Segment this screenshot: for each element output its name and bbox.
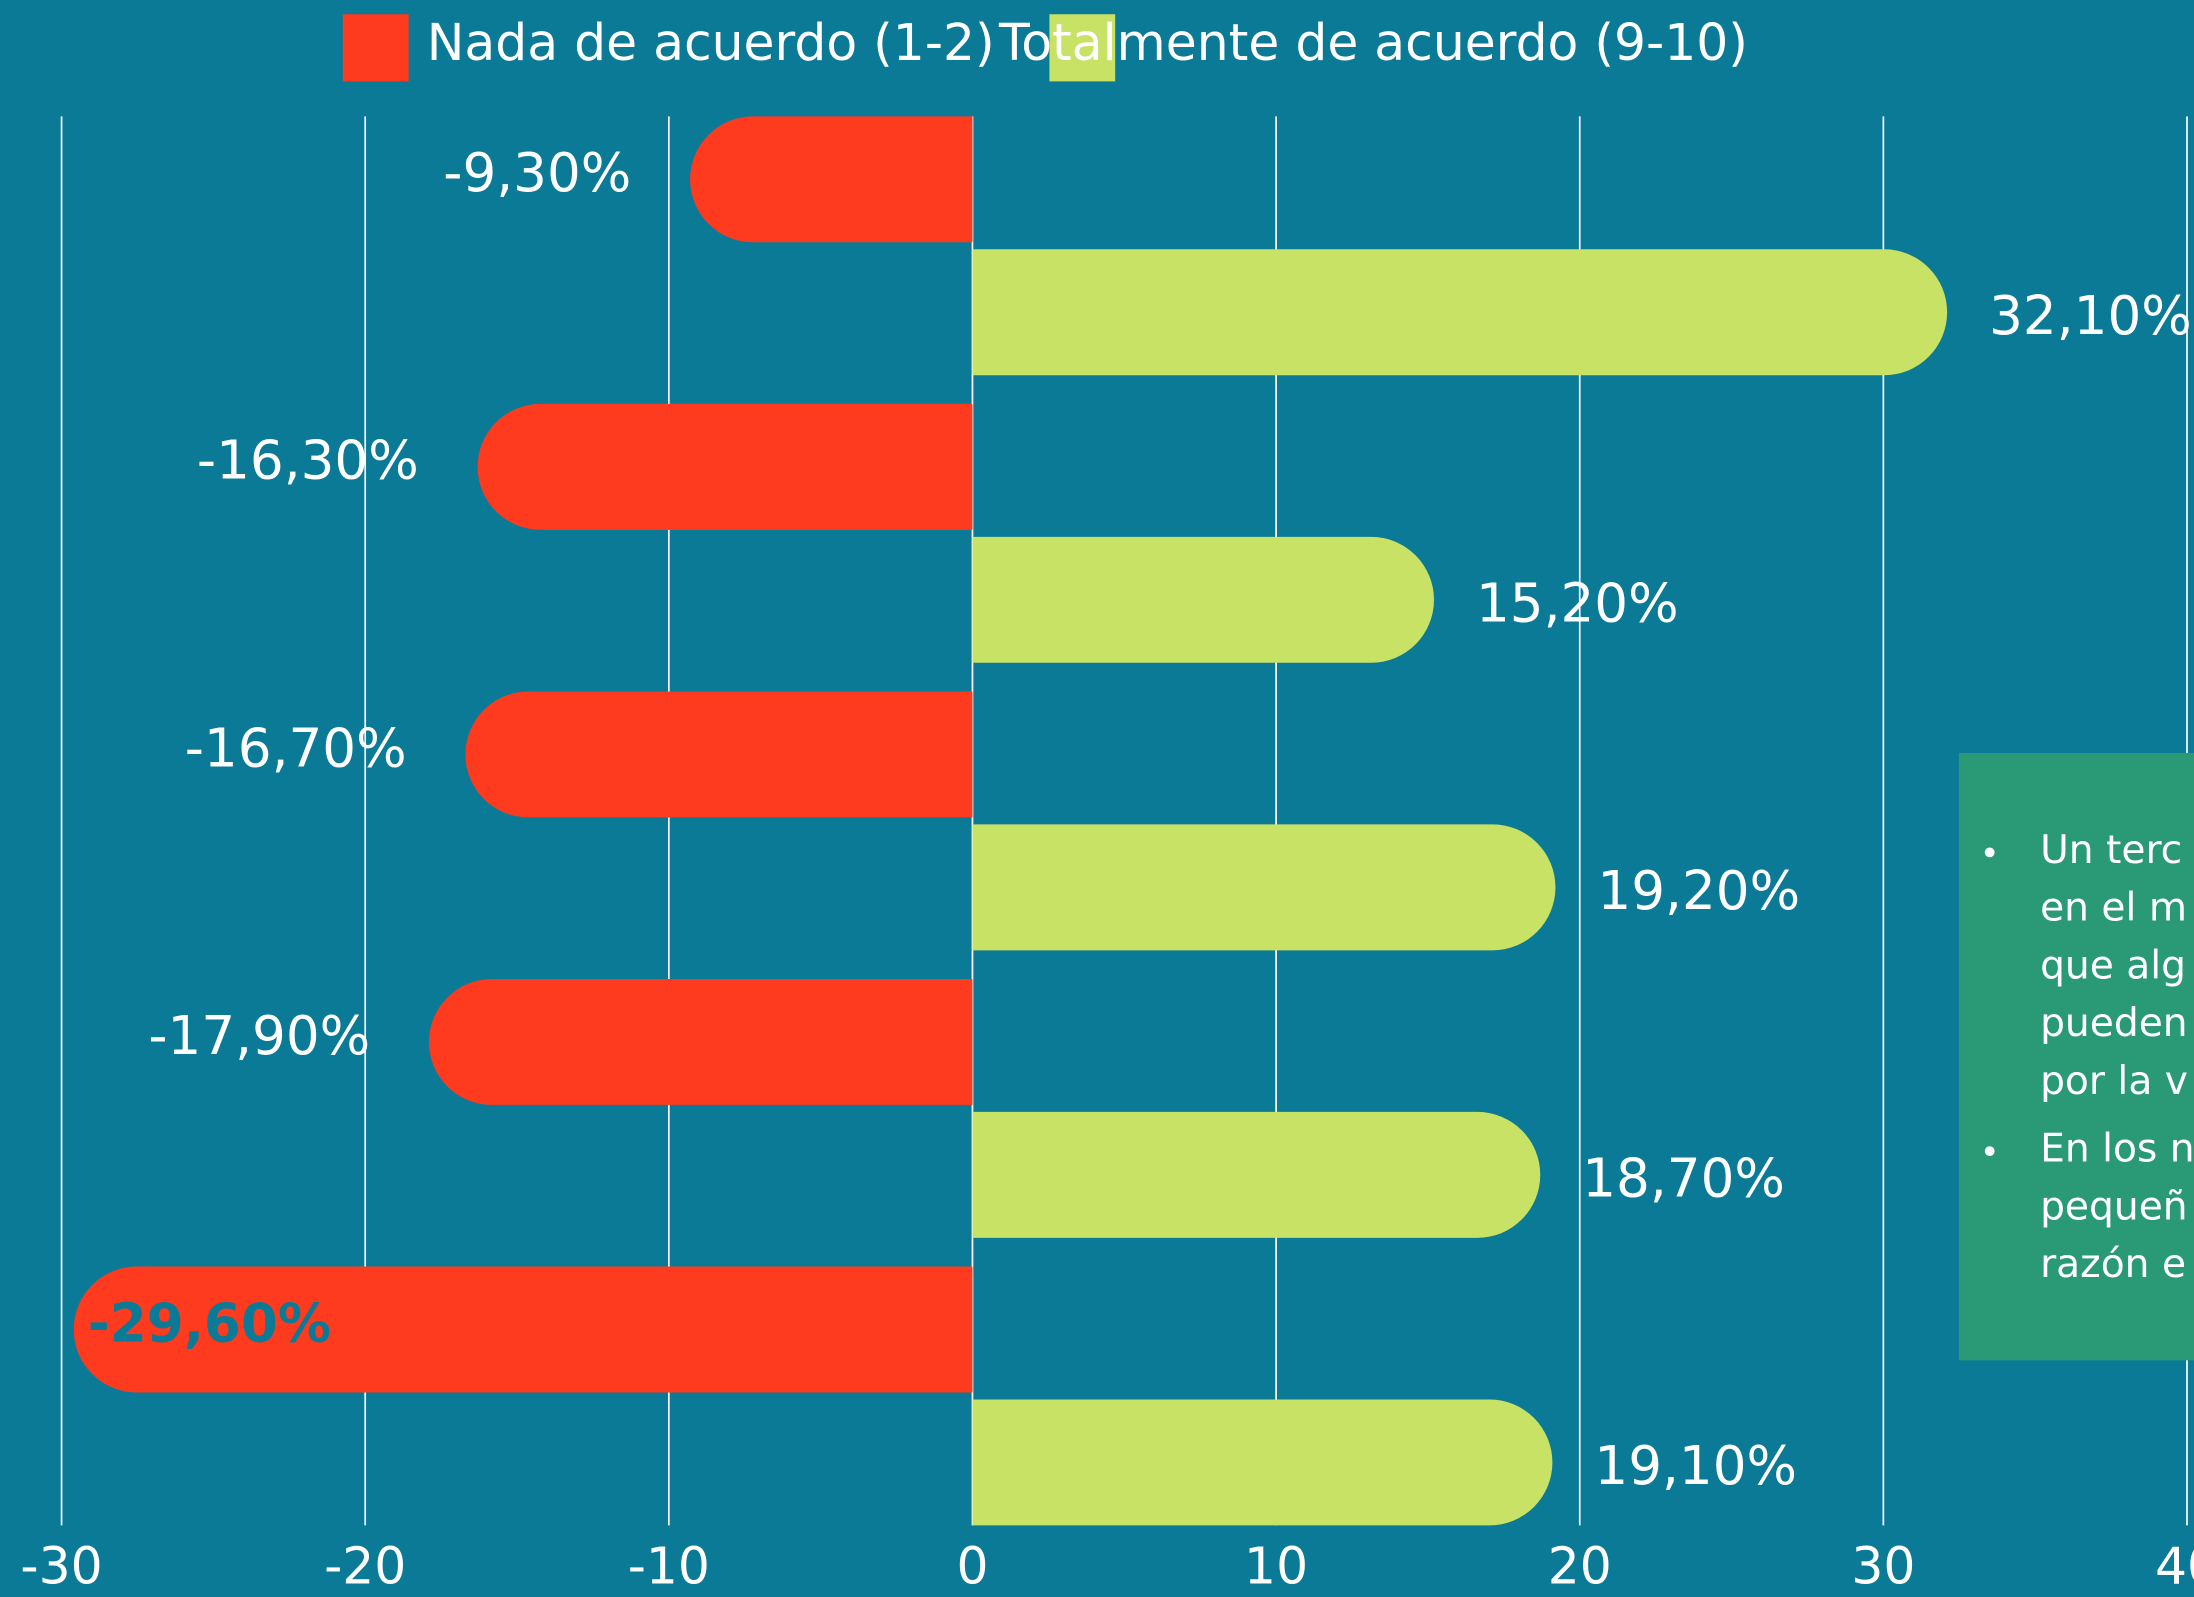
bar (972, 249, 1948, 376)
data-label: 19,20% (1597, 860, 1800, 922)
annotation-line: pueden (2040, 1001, 2188, 1046)
data-label: 32,10% (1989, 285, 2192, 347)
bar (428, 979, 973, 1105)
annotation-box (1958, 753, 2194, 1361)
annotation-line: en el m (2040, 886, 2187, 931)
overlay: -30 -20 -10 0 10 20 30 40 -9,30% 32,10% -16,30% 15,… (20, 13, 2194, 1596)
bar (465, 691, 973, 818)
bullet (1984, 847, 1995, 858)
annotation-line: pequeñ (2040, 1184, 2188, 1229)
annotation-line: que alg (2040, 943, 2186, 988)
data-label: -16,30% (197, 430, 419, 492)
x-tick-label: 30 (1851, 1537, 1915, 1596)
bar (972, 536, 1434, 663)
x-tick-label: 0 (956, 1537, 988, 1596)
data-label: -29,60% (88, 1292, 331, 1354)
bar (972, 1111, 1541, 1238)
annotation-line: por la v (2040, 1059, 2188, 1104)
x-tick-label: -30 (20, 1537, 102, 1596)
annotation-line: razón e (2040, 1242, 2186, 1287)
bar (972, 824, 1556, 951)
bar (972, 1399, 1553, 1526)
data-label: 19,10% (1594, 1435, 1797, 1497)
legend-label: Nada de acuerdo (1-2) (427, 13, 995, 72)
annotation-line: Un terc (2040, 828, 2182, 873)
data-label: 15,20% (1476, 572, 1679, 634)
bullet (1984, 1146, 1995, 1157)
x-tick-label: 40 (2155, 1537, 2194, 1596)
bar (477, 403, 973, 530)
data-label: 18,70% (1582, 1148, 1785, 1210)
annotation-line: En los n (2040, 1127, 2194, 1172)
x-tick-label: -10 (628, 1537, 710, 1596)
bar (73, 1266, 973, 1393)
x-tick-label: -20 (324, 1537, 406, 1596)
data-label: -17,90% (148, 1005, 370, 1067)
data-label: -9,30% (443, 142, 631, 204)
bar (690, 116, 973, 243)
legend-label: Totalmente de acuerdo (9-10) (998, 13, 1748, 72)
data-label: -16,70% (185, 717, 407, 779)
bars (73, 116, 1948, 1526)
legend-swatch (1049, 14, 1116, 82)
x-tick-label: 20 (1548, 1537, 1612, 1596)
x-tick-label: 10 (1244, 1537, 1308, 1596)
legend-swatch (342, 14, 409, 82)
